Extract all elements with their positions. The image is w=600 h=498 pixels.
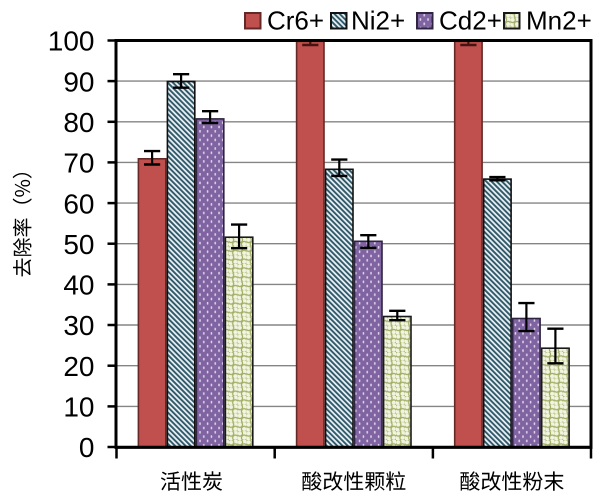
svg-text:100: 100 (48, 26, 95, 57)
svg-text:60: 60 (63, 188, 94, 219)
svg-text:70: 70 (63, 148, 94, 179)
svg-text:20: 20 (63, 351, 94, 382)
svg-text:40: 40 (63, 270, 94, 301)
svg-text:50: 50 (63, 229, 94, 260)
svg-text:30: 30 (63, 310, 94, 341)
svg-text:80: 80 (63, 107, 94, 138)
svg-text:Cr6+: Cr6+ (267, 6, 324, 36)
svg-text:10: 10 (63, 392, 94, 423)
svg-text:Ni2+: Ni2+ (351, 6, 405, 36)
svg-text:90: 90 (63, 66, 94, 97)
svg-text:0: 0 (79, 432, 95, 463)
svg-text:Cd2+: Cd2+ (439, 6, 502, 36)
svg-text:Mn2+: Mn2+ (526, 6, 592, 36)
